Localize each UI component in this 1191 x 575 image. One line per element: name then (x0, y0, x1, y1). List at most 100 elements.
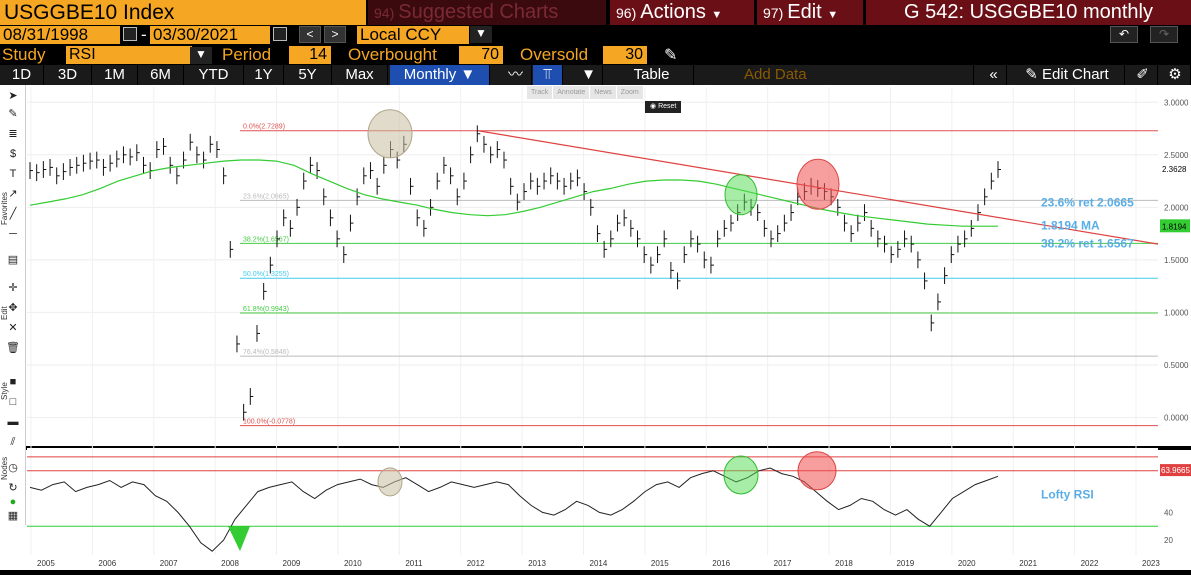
range-max[interactable]: Max (332, 65, 388, 85)
chevron-down-icon[interactable]: ▼ (575, 65, 603, 85)
x-tick-label: 2016 (712, 559, 730, 568)
next-arrow-icon[interactable]: > (324, 26, 346, 43)
fib-annotation: 23.6% ret 2.0665 (1041, 195, 1134, 209)
nodes-side-label: Nodes (0, 456, 9, 480)
palette-icon[interactable]: ● (9, 496, 17, 508)
study-label: Study (2, 45, 46, 64)
fib-level-label: 38.2%(1.6567) (243, 236, 289, 243)
crosshair-icon[interactable]: ✛ (8, 282, 18, 294)
chevron-down-icon[interactable]: ▼ (190, 47, 212, 64)
reset-button[interactable]: ◉ Reset (645, 101, 682, 113)
edit-chart-button[interactable]: ✎ Edit Chart (1010, 65, 1125, 85)
zoom-button[interactable]: Zoom (616, 86, 643, 99)
chart-edit-icon[interactable]: ✐ (1128, 65, 1158, 85)
x-tick-label: 2007 (160, 559, 178, 568)
currency-select[interactable]: Local CCY (357, 26, 469, 44)
fib-icon[interactable]: ≣ (8, 128, 18, 140)
price-tick-label: 3.0000 (1164, 98, 1189, 107)
range-5y[interactable]: 5Y (284, 65, 332, 85)
ma-annotation: 1.8194 MA (1041, 218, 1100, 232)
fill-icon[interactable]: ■ (9, 376, 17, 388)
ticker-field[interactable]: USGGBE10 Index (0, 0, 366, 25)
edit-chart-label: Edit Chart (1042, 66, 1109, 83)
table-button[interactable]: Table (610, 65, 694, 85)
x-tick-label: 2013 (528, 559, 546, 568)
x-tick-label: 2010 (344, 559, 362, 568)
date-separator: - (141, 25, 147, 44)
calendar-icon[interactable] (123, 27, 137, 41)
x-tick-label: 2017 (774, 559, 792, 568)
range-1d[interactable]: 1D (0, 65, 44, 85)
collapse-icon[interactable]: « (981, 65, 1007, 85)
gear-icon[interactable]: ⚙ (1160, 65, 1191, 85)
rsi-tick-label: 20 (1164, 536, 1173, 545)
tab-label: Actions (640, 1, 706, 23)
pencil-icon[interactable]: ✎ (664, 47, 678, 64)
grid-icon[interactable]: ▦ (7, 510, 19, 522)
end-date-input[interactable]: 03/30/2021 (150, 26, 270, 44)
calendar-icon[interactable] (273, 27, 287, 41)
arrow-icon[interactable]: ↗ (8, 188, 18, 200)
track-button[interactable]: Track (527, 86, 553, 99)
chevron-down-icon: ▼ (827, 9, 839, 21)
price-tick-label: 2.0000 (1164, 203, 1189, 212)
cursor-icon[interactable]: ➤ (8, 90, 18, 102)
favorites-label: Favorites (0, 192, 9, 225)
x-tick-label: 2012 (467, 559, 485, 568)
fib-annotation: 38.2% ret 1.6567 (1041, 236, 1134, 250)
oversold-input[interactable]: 30 (603, 46, 647, 64)
range-6m[interactable]: 6M (138, 65, 184, 85)
range-1m[interactable]: 1M (92, 65, 138, 85)
actions-menu[interactable]: 96) Actions ▼ (610, 0, 754, 25)
rsi-value-tag-bg (1160, 464, 1191, 477)
x-tick-label: 2022 (1081, 559, 1099, 568)
line-style-icon[interactable]: ▬ (7, 416, 19, 428)
add-data-input[interactable]: Add Data (741, 65, 974, 85)
price-chart[interactable]: 3.0000 2.5000 2.0000 1.5000 1.0000 0.5000 0.00… (0, 85, 1191, 570)
line-chart-icon[interactable]: 〰 (500, 65, 532, 85)
left-toolbar: ➤ ✎ ≣ $ T ↗ ╱ ─ ▤ ✛ ✥ ✕ 🗑 ■ □ ▬ ⫽ ◷ ↻ ● … (0, 85, 26, 525)
style-side-label: Style (0, 382, 9, 400)
trash-icon[interactable]: 🗑 (6, 342, 20, 354)
tab-number: 94) (374, 5, 395, 21)
range-3d[interactable]: 3D (44, 65, 92, 85)
study-select[interactable]: RSI (66, 46, 192, 64)
dollar-icon[interactable]: $ (9, 148, 17, 160)
title-bar: USGGBE10 Index 94) Suggested Charts 96) Ac… (0, 0, 1191, 25)
x-tick-label: 2018 (835, 559, 853, 568)
pen-icon[interactable]: ✎ (8, 108, 18, 120)
fib-level-label: 50.0%(1.3255) (243, 271, 289, 278)
chevron-down-icon[interactable]: ▼ (470, 26, 492, 43)
range-1y[interactable]: 1Y (244, 65, 284, 85)
period-input[interactable]: 14 (289, 46, 331, 64)
move-icon[interactable]: ✥ (8, 302, 18, 314)
redo-icon[interactable]: ↷ (1150, 26, 1178, 43)
rsi-highlight-circle (797, 451, 837, 491)
channel-icon[interactable]: ▤ (7, 254, 19, 266)
range-ytd[interactable]: YTD (184, 65, 244, 85)
frequency-select[interactable]: Monthly ▼ (390, 65, 490, 85)
undo-icon[interactable]: ↶ (1110, 26, 1138, 43)
text-icon[interactable]: T (9, 168, 17, 180)
square-icon[interactable]: □ (9, 396, 17, 408)
delete-icon[interactable]: ✕ (8, 322, 18, 334)
overbought-input[interactable]: 70 (459, 46, 503, 64)
prev-arrow-icon[interactable]: < (299, 26, 321, 43)
x-tick-label: 2019 (896, 559, 914, 568)
tab-number: 96) (616, 5, 637, 21)
annotate-button[interactable]: Annotate (553, 86, 590, 99)
ruler-icon[interactable]: ⫽ (10, 436, 16, 448)
start-date-input[interactable]: 08/31/1998 (0, 26, 120, 44)
clock-icon[interactable]: ◷ (8, 462, 18, 474)
hline-icon[interactable]: ─ (9, 228, 17, 240)
bar-chart-icon[interactable]: ⫪ (533, 65, 563, 85)
rsi-highlight-circle (723, 455, 759, 495)
chart-area: 3.0000 2.5000 2.0000 1.5000 1.0000 0.5000 0.00… (0, 85, 1191, 570)
edit-menu[interactable]: 97) Edit ▼ (757, 0, 863, 25)
suggested-charts-tab[interactable]: 94) Suggested Charts (368, 0, 606, 25)
x-tick-label: 2020 (958, 559, 976, 568)
trendline-icon[interactable]: ╱ (9, 208, 17, 220)
news-button[interactable]: News (590, 86, 616, 99)
refresh-icon[interactable]: ↻ (8, 482, 18, 494)
rsi-line (29, 467, 999, 552)
